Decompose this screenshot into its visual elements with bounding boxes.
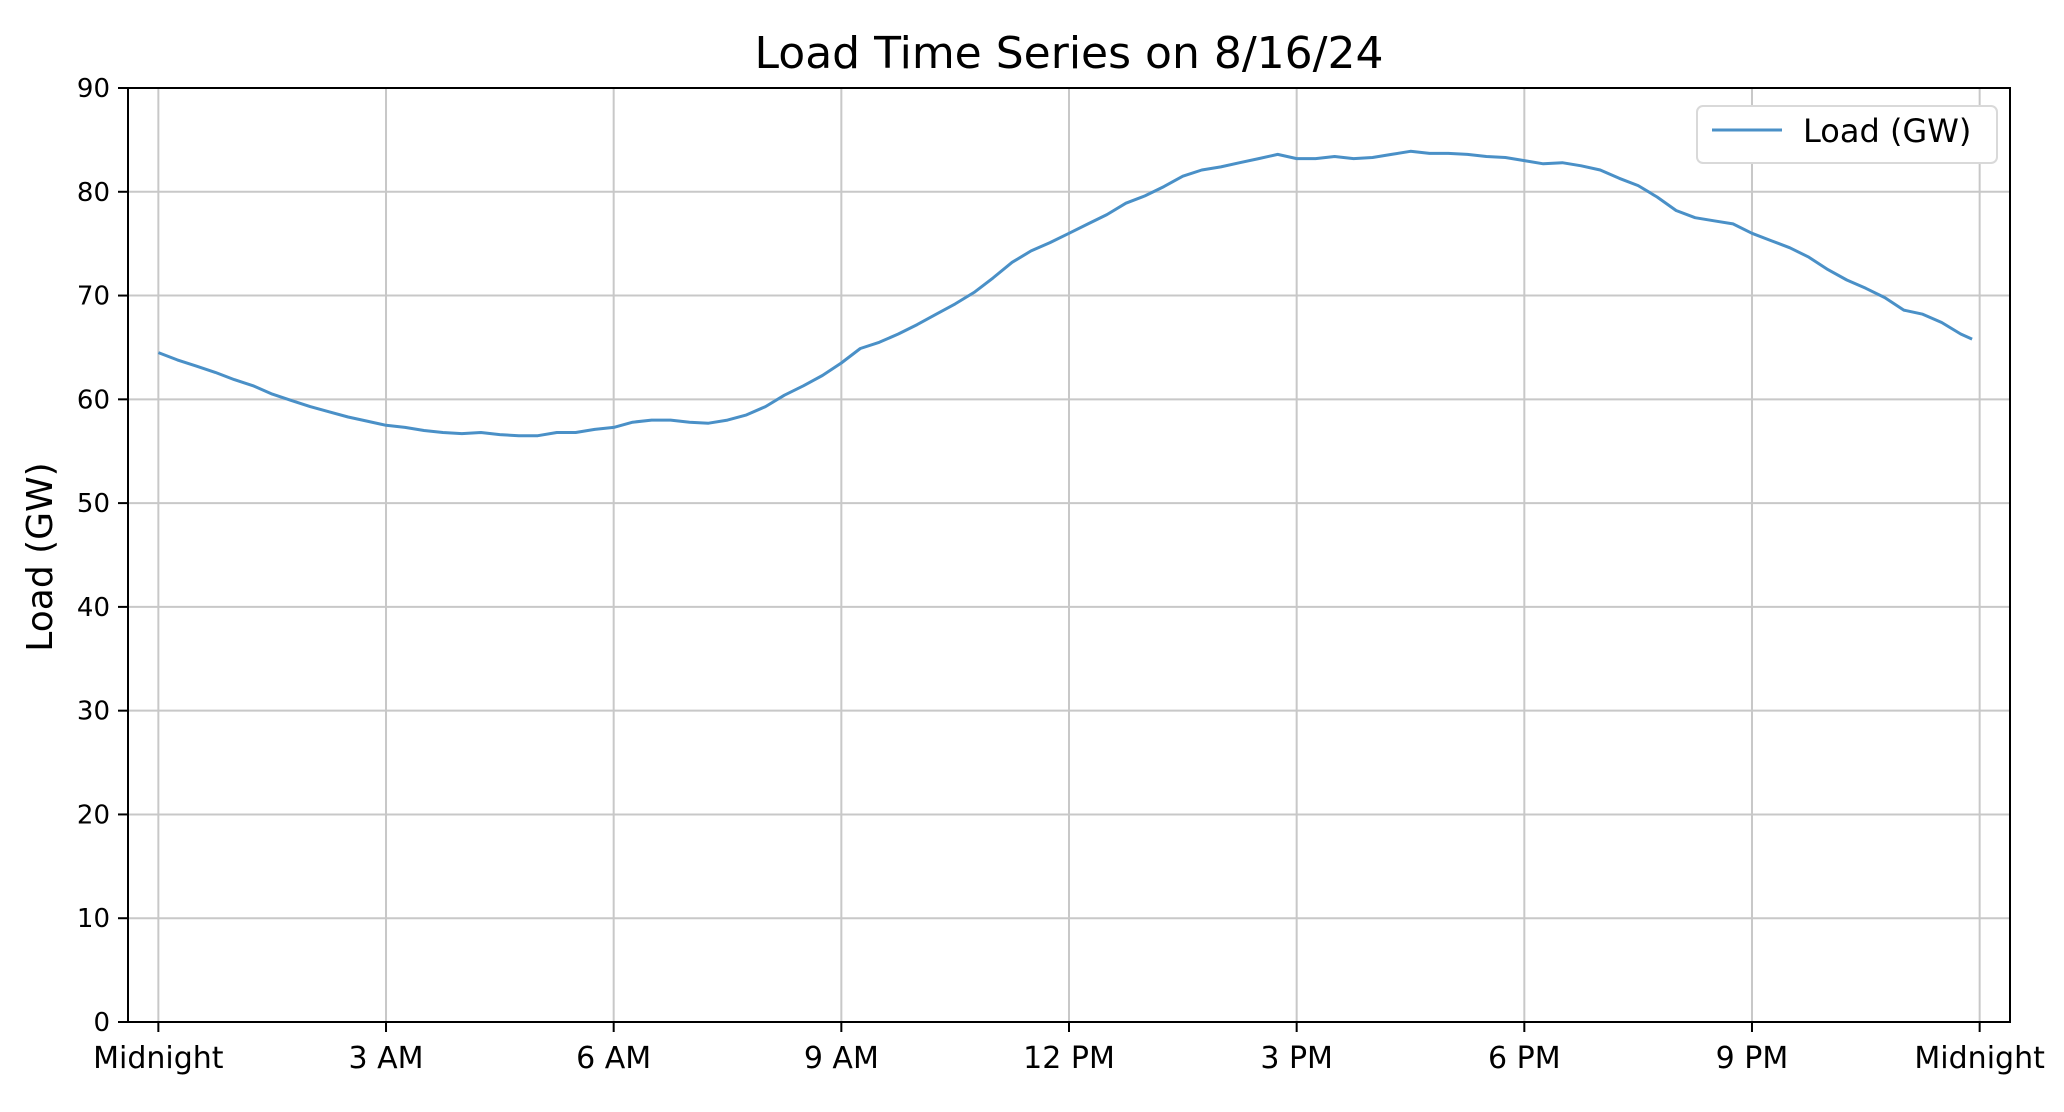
y-tick-label: 30 xyxy=(77,697,110,727)
y-tick-label: 0 xyxy=(93,1008,110,1038)
chart-title: Load Time Series on 8/16/24 xyxy=(755,28,1384,79)
x-tick-label: 9 AM xyxy=(804,1041,879,1076)
legend-label-load: Load (GW) xyxy=(1803,112,1971,150)
axis-ticks: 0 10 20 30 40 50 60 70 80 90 Midnight 3 AM 6 AM 9 AM 1… xyxy=(77,74,2045,1076)
x-tick-label: 9 PM xyxy=(1716,1041,1789,1076)
y-tick-label: 60 xyxy=(77,385,110,415)
y-tick-label: 40 xyxy=(77,593,110,623)
y-tick-label: 20 xyxy=(77,800,110,830)
y-axis-label: Load (GW) xyxy=(20,462,61,651)
grid-lines xyxy=(128,87,2010,1023)
series-layer xyxy=(157,149,1973,438)
y-tick-label: 80 xyxy=(77,178,110,208)
y-tick-label: 50 xyxy=(77,489,110,519)
y-tick-label: 70 xyxy=(77,282,110,312)
x-tick-label: 6 PM xyxy=(1488,1041,1561,1076)
x-tick-label: 3 PM xyxy=(1260,1041,1333,1076)
x-tick-label: 6 AM xyxy=(576,1041,651,1076)
series-line-load xyxy=(157,149,1973,438)
x-tick-label: 3 AM xyxy=(349,1041,424,1076)
legend-box xyxy=(1696,105,1998,164)
legend: Load (GW) xyxy=(1696,105,1998,164)
x-tick-label: 12 PM xyxy=(1023,1041,1115,1076)
x-tick-label: Midnight xyxy=(1914,1041,2045,1076)
y-tick-label: 10 xyxy=(77,904,110,934)
x-tick-label: Midnight xyxy=(93,1041,224,1076)
y-tick-label: 90 xyxy=(77,74,110,104)
